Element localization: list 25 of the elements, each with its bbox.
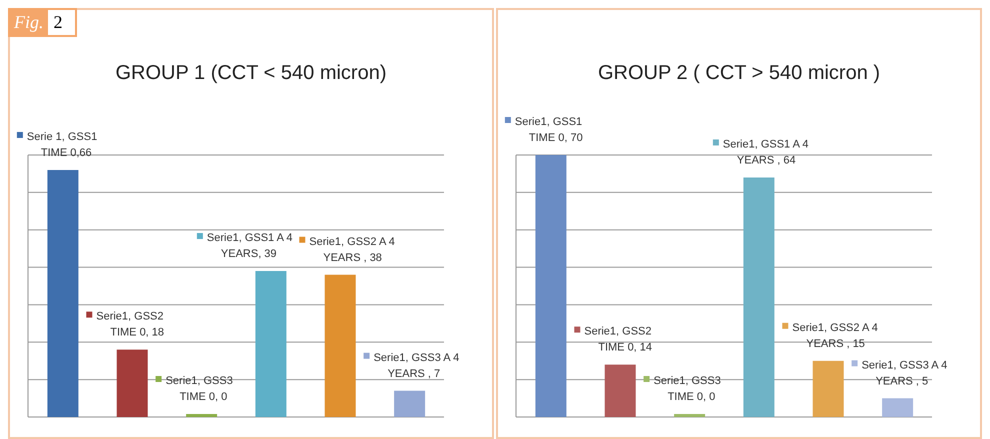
bar: [535, 155, 566, 417]
bar: [812, 360, 844, 417]
chart-title: GROUP 1 (CCT < 540 micron): [114, 62, 388, 85]
data-label: Serie1, GSS2 A 4 YEARS , 15: [792, 322, 878, 350]
bar: [116, 350, 148, 417]
bar: [47, 170, 78, 417]
data-label: Serie1, GSS2 TIME 0, 14: [584, 326, 652, 354]
bar: [604, 364, 636, 417]
data-label: Serie1, GSS1 A 4 YEARS, 39: [206, 232, 293, 260]
caption: Fig. 2: [13, 11, 64, 34]
data-label: Serie 1, GSS1 TIME 0,66: [26, 130, 98, 159]
bar: [255, 271, 286, 417]
data-label: Serie1, GSS3 TIME 0, 0: [654, 375, 721, 403]
bar: [394, 390, 426, 417]
data-label: Serie1, GSS3 A 4 YEARS , 7: [374, 352, 460, 380]
data-label: Serie1, GSS1 TIME 0, 70: [514, 116, 583, 144]
data-label: Serie1, GSS1 A 4 YEARS , 64: [722, 138, 809, 166]
chart-title: GROUP 2 ( CCT > 540 micron ): [596, 62, 882, 85]
bar: [882, 398, 914, 417]
data-label: Serie1, GSS3 TIME 0, 0: [166, 375, 233, 403]
bar: [324, 274, 356, 417]
data-label: Serie1, GSS3 A 4 YEARS , 5: [862, 359, 948, 388]
data-label: Serie1, GSS2 TIME 0, 18: [96, 310, 164, 339]
bar: [743, 177, 774, 417]
data-label: Serie1, GSS2 A 4 YEARS , 38: [309, 236, 395, 264]
